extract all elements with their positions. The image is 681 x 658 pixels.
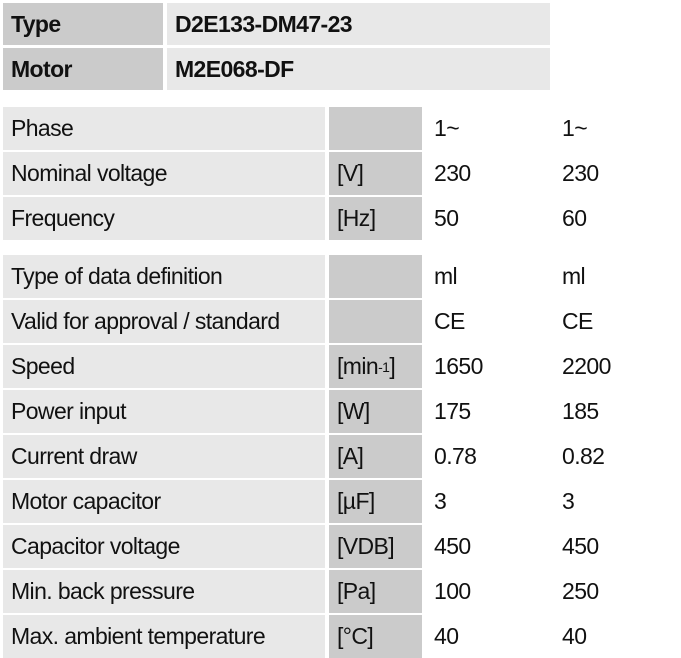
row-unit: [A] [329,435,422,478]
row-label: Max. ambient temperature [3,615,325,658]
row-value: 3 [554,480,681,523]
row-value: 1650 [426,345,550,388]
row-value: 1~ [426,107,550,150]
row-value: 3 [426,480,550,523]
row-value: 1~ [554,107,681,150]
row-unit: [VDB] [329,525,422,568]
row-unit: [µF] [329,480,422,523]
header-value: M2E068-DF [167,48,550,90]
row-unit: [W] [329,390,422,433]
row-value: 250 [554,570,681,613]
row-value: 50 [426,197,550,240]
row-value: 185 [554,390,681,433]
header-label: Type [3,3,163,45]
row-value: 450 [554,525,681,568]
row-value: 0.82 [554,435,681,478]
row-label: Min. back pressure [3,570,325,613]
row-value: 230 [426,152,550,195]
row-label: Speed [3,345,325,388]
row-label: Type of data definition [3,255,325,298]
row-value: CE [554,300,681,343]
row-value: 60 [554,197,681,240]
row-value: 100 [426,570,550,613]
row-value: 2200 [554,345,681,388]
row-unit [329,300,422,343]
row-label: Motor capacitor [3,480,325,523]
row-unit [329,255,422,298]
row-unit: [Hz] [329,197,422,240]
row-unit: [°C] [329,615,422,658]
row-label: Current draw [3,435,325,478]
row-value: 450 [426,525,550,568]
unit-text: ] [389,353,396,379]
row-value: ml [554,255,681,298]
header-label: Motor [3,48,163,90]
row-label: Nominal voltage [3,152,325,195]
row-value: ml [426,255,550,298]
row-unit [329,107,422,150]
row-label: Frequency [3,197,325,240]
row-unit: [min -1] [329,345,422,388]
row-value: 0.78 [426,435,550,478]
row-value: CE [426,300,550,343]
row-value: 40 [426,615,550,658]
row-unit: [V] [329,152,422,195]
row-unit: [Pa] [329,570,422,613]
row-value: 230 [554,152,681,195]
header-value: D2E133-DM47-23 [167,3,550,45]
row-label: Power input [3,390,325,433]
row-label: Valid for approval / standard [3,300,325,343]
unit-text: [min [337,353,379,379]
row-label: Phase [3,107,325,150]
row-value: 40 [554,615,681,658]
row-value: 175 [426,390,550,433]
row-label: Capacitor voltage [3,525,325,568]
